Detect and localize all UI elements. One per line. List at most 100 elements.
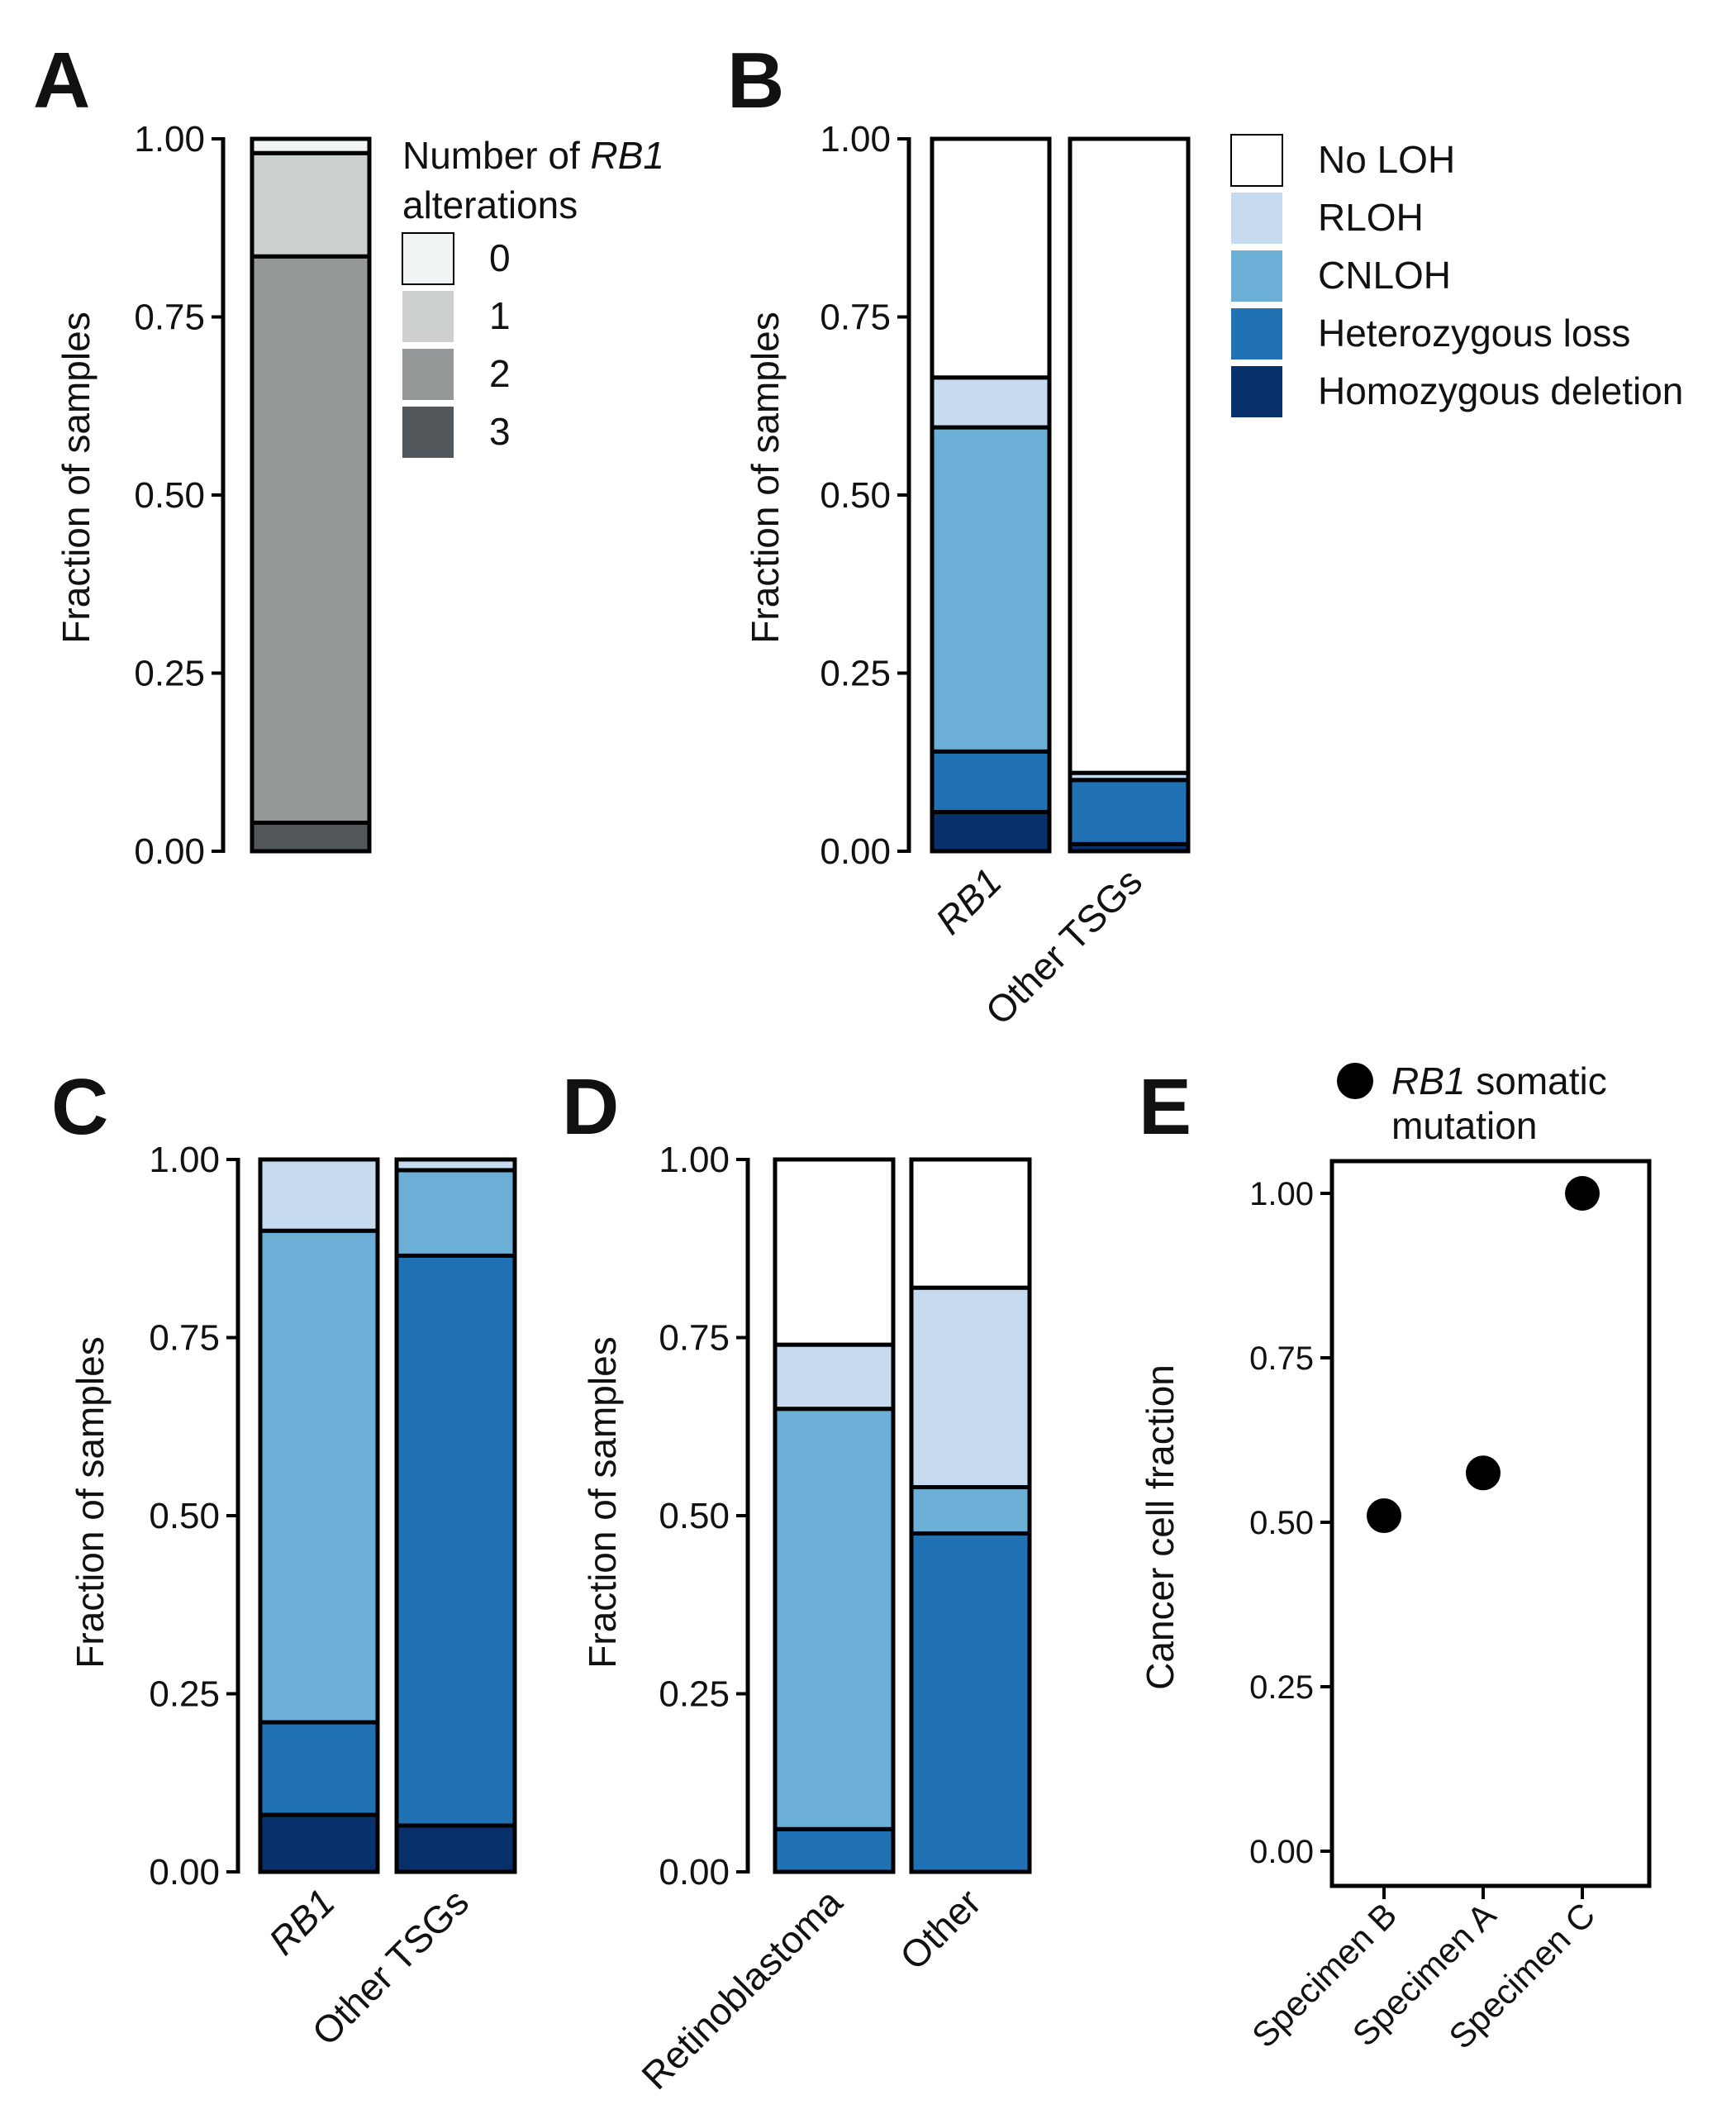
bar-segment-rloh — [394, 1157, 517, 1173]
panel-a-legend-items: 0 1 2 3 — [402, 232, 511, 458]
y-tick-label: 0.25 — [659, 1674, 730, 1715]
panel-c: C Fraction of samples 0.00 0.25 0.50 0.75 1.… — [51, 1063, 517, 2054]
y-tick-label: 0.25 — [1249, 1669, 1314, 1706]
panel-letter-e: E — [1139, 1063, 1191, 1151]
legend-label-heterozygous-loss: Heterozygous loss — [1318, 312, 1630, 355]
bar-segment-homozygous-deletion — [394, 1823, 517, 1874]
legend-point-marker — [1337, 1063, 1373, 1099]
bar-stack-single — [250, 136, 372, 854]
panel-a-legend: Number of RB1 alterations 0 1 2 3 — [402, 134, 664, 458]
legend-swatch-homozygous-deletion — [1231, 366, 1282, 417]
panel-e-y-axis: 0.00 0.25 0.50 0.75 1.00 — [1249, 1176, 1332, 1870]
bar-stack-other — [909, 1157, 1032, 1874]
panel-d-x-labels: Retinoblastoma Other — [633, 1880, 989, 2097]
x-label-other: Other — [892, 1880, 989, 1978]
panel-e-ylabel: Cancer cell fraction — [1139, 1364, 1182, 1690]
y-tick-label: 0.00 — [820, 831, 891, 872]
y-tick-label: 0.00 — [149, 1852, 220, 1893]
bar-segment-no-loh — [930, 136, 1052, 380]
bar-segment-cnloh — [909, 1485, 1032, 1536]
panel-d-ylabel: Fraction of samples — [581, 1336, 624, 1668]
legend-title-line1: Number of RB1 — [402, 134, 664, 177]
bar-segment-no-loh — [1068, 136, 1191, 775]
panel-letter-a: A — [33, 36, 90, 125]
panel-a-y-axis: 0.00 0.25 0.50 0.75 1.00 — [134, 119, 226, 872]
bar-segment-0 — [250, 136, 372, 155]
panel-b-legend: No LOH RLOH CNLOH Heterozygous loss Homozygo… — [1230, 134, 1683, 417]
bar-segment-homozygous-deletion — [258, 1812, 380, 1874]
bar-stack-other-tsgs — [394, 1157, 517, 1874]
panel-c-y-axis: 0.00 0.25 0.50 0.75 1.00 — [149, 1140, 240, 1893]
bar-segment-heterozygous-loss — [773, 1826, 896, 1874]
legend-label-1: 1 — [489, 294, 511, 337]
y-tick-label: 0.50 — [149, 1496, 220, 1536]
bar-segment-cnloh — [773, 1407, 896, 1831]
bar-segment-no-loh — [909, 1157, 1032, 1290]
y-tick-label: 0.75 — [820, 298, 891, 338]
y-tick-label: 0.50 — [134, 475, 205, 516]
y-tick-label: 0.00 — [1249, 1834, 1314, 1870]
y-tick-label: 0.25 — [820, 654, 891, 694]
bar-stack-rb1 — [258, 1157, 380, 1874]
bar-segment-heterozygous-loss — [1068, 778, 1191, 846]
legend-swatch-2 — [402, 349, 454, 400]
y-tick-label: 1.00 — [149, 1140, 220, 1180]
legend-label-no-loh: No LOH — [1318, 138, 1455, 181]
bar-segment-rloh — [773, 1342, 896, 1412]
legend-title-line2: alterations — [402, 183, 578, 226]
bar-segment-heterozygous-loss — [909, 1531, 1032, 1874]
legend-label-rloh: RLOH — [1318, 196, 1424, 239]
y-tick-label: 0.25 — [149, 1674, 220, 1715]
y-tick-label: 0.75 — [1249, 1340, 1314, 1377]
panel-a-ylabel: Fraction of samples — [55, 312, 98, 643]
panel-e-legend: RB1 somatic mutation — [1337, 1059, 1607, 1147]
panel-a: A Fraction of samples 0.00 0.25 0.50 0.75 1.… — [33, 36, 664, 872]
bar-segment-rloh — [930, 375, 1052, 430]
legend-swatch-3 — [402, 407, 454, 458]
panel-b-bars — [930, 136, 1191, 854]
panel-e-points — [1367, 1176, 1600, 1534]
y-tick-label: 1.00 — [134, 119, 205, 160]
bar-segment-rloh — [258, 1157, 380, 1233]
y-tick-label: 0.50 — [1249, 1505, 1314, 1541]
legend-swatch-heterozygous-loss — [1231, 308, 1282, 359]
y-tick-label: 0.50 — [659, 1496, 730, 1536]
panel-a-bars — [250, 136, 372, 854]
legend-swatch-cnloh — [1231, 250, 1282, 302]
panel-c-ylabel: Fraction of samples — [69, 1336, 112, 1668]
bar-segment-cnloh — [930, 425, 1052, 754]
legend-label-cnloh: CNLOH — [1318, 254, 1451, 297]
panel-d-y-axis: 0.00 0.25 0.50 0.75 1.00 — [659, 1140, 750, 1893]
legend-swatch-rloh — [1231, 193, 1282, 244]
y-tick-label: 0.75 — [134, 298, 205, 338]
legend-label-2: 2 — [489, 352, 511, 395]
panel-letter-c: C — [51, 1063, 108, 1151]
bar-segment-homozygous-deletion — [930, 810, 1052, 854]
bar-segment-heterozygous-loss — [394, 1253, 517, 1828]
y-tick-label: 1.00 — [820, 119, 891, 160]
bar-segment-rloh — [909, 1285, 1032, 1490]
x-label-rb1: RB1 — [927, 859, 1010, 942]
panel-b: B Fraction of samples 0.00 0.25 0.50 0.75 1.… — [727, 36, 1683, 1033]
y-tick-label: 0.75 — [149, 1318, 220, 1359]
panel-letter-d: D — [562, 1063, 619, 1151]
y-tick-label: 1.00 — [1249, 1176, 1314, 1212]
legend-label-homozygous-deletion: Homozygous deletion — [1318, 369, 1683, 412]
legend-label-0: 0 — [489, 236, 511, 279]
bar-segment-cnloh — [258, 1228, 380, 1725]
bar-segment-1 — [250, 150, 372, 259]
panel-d-bars — [773, 1157, 1032, 1874]
panel-e-legend-line2: mutation — [1391, 1104, 1537, 1147]
bar-stack-rb1 — [930, 136, 1052, 854]
y-tick-label: 1.00 — [659, 1140, 730, 1180]
panel-e-legend-line1: RB1 somatic — [1391, 1059, 1607, 1102]
panel-d: D Fraction of samples 0.00 0.25 0.50 0.75 1.… — [562, 1063, 1032, 2097]
bar-segment-2 — [250, 254, 372, 826]
bar-segment-no-loh — [773, 1157, 896, 1347]
y-tick-label: 0.25 — [134, 654, 205, 694]
legend-label-3: 3 — [489, 410, 511, 453]
bar-segment-heterozygous-loss — [930, 749, 1052, 815]
x-label-rb1: RB1 — [260, 1880, 343, 1963]
